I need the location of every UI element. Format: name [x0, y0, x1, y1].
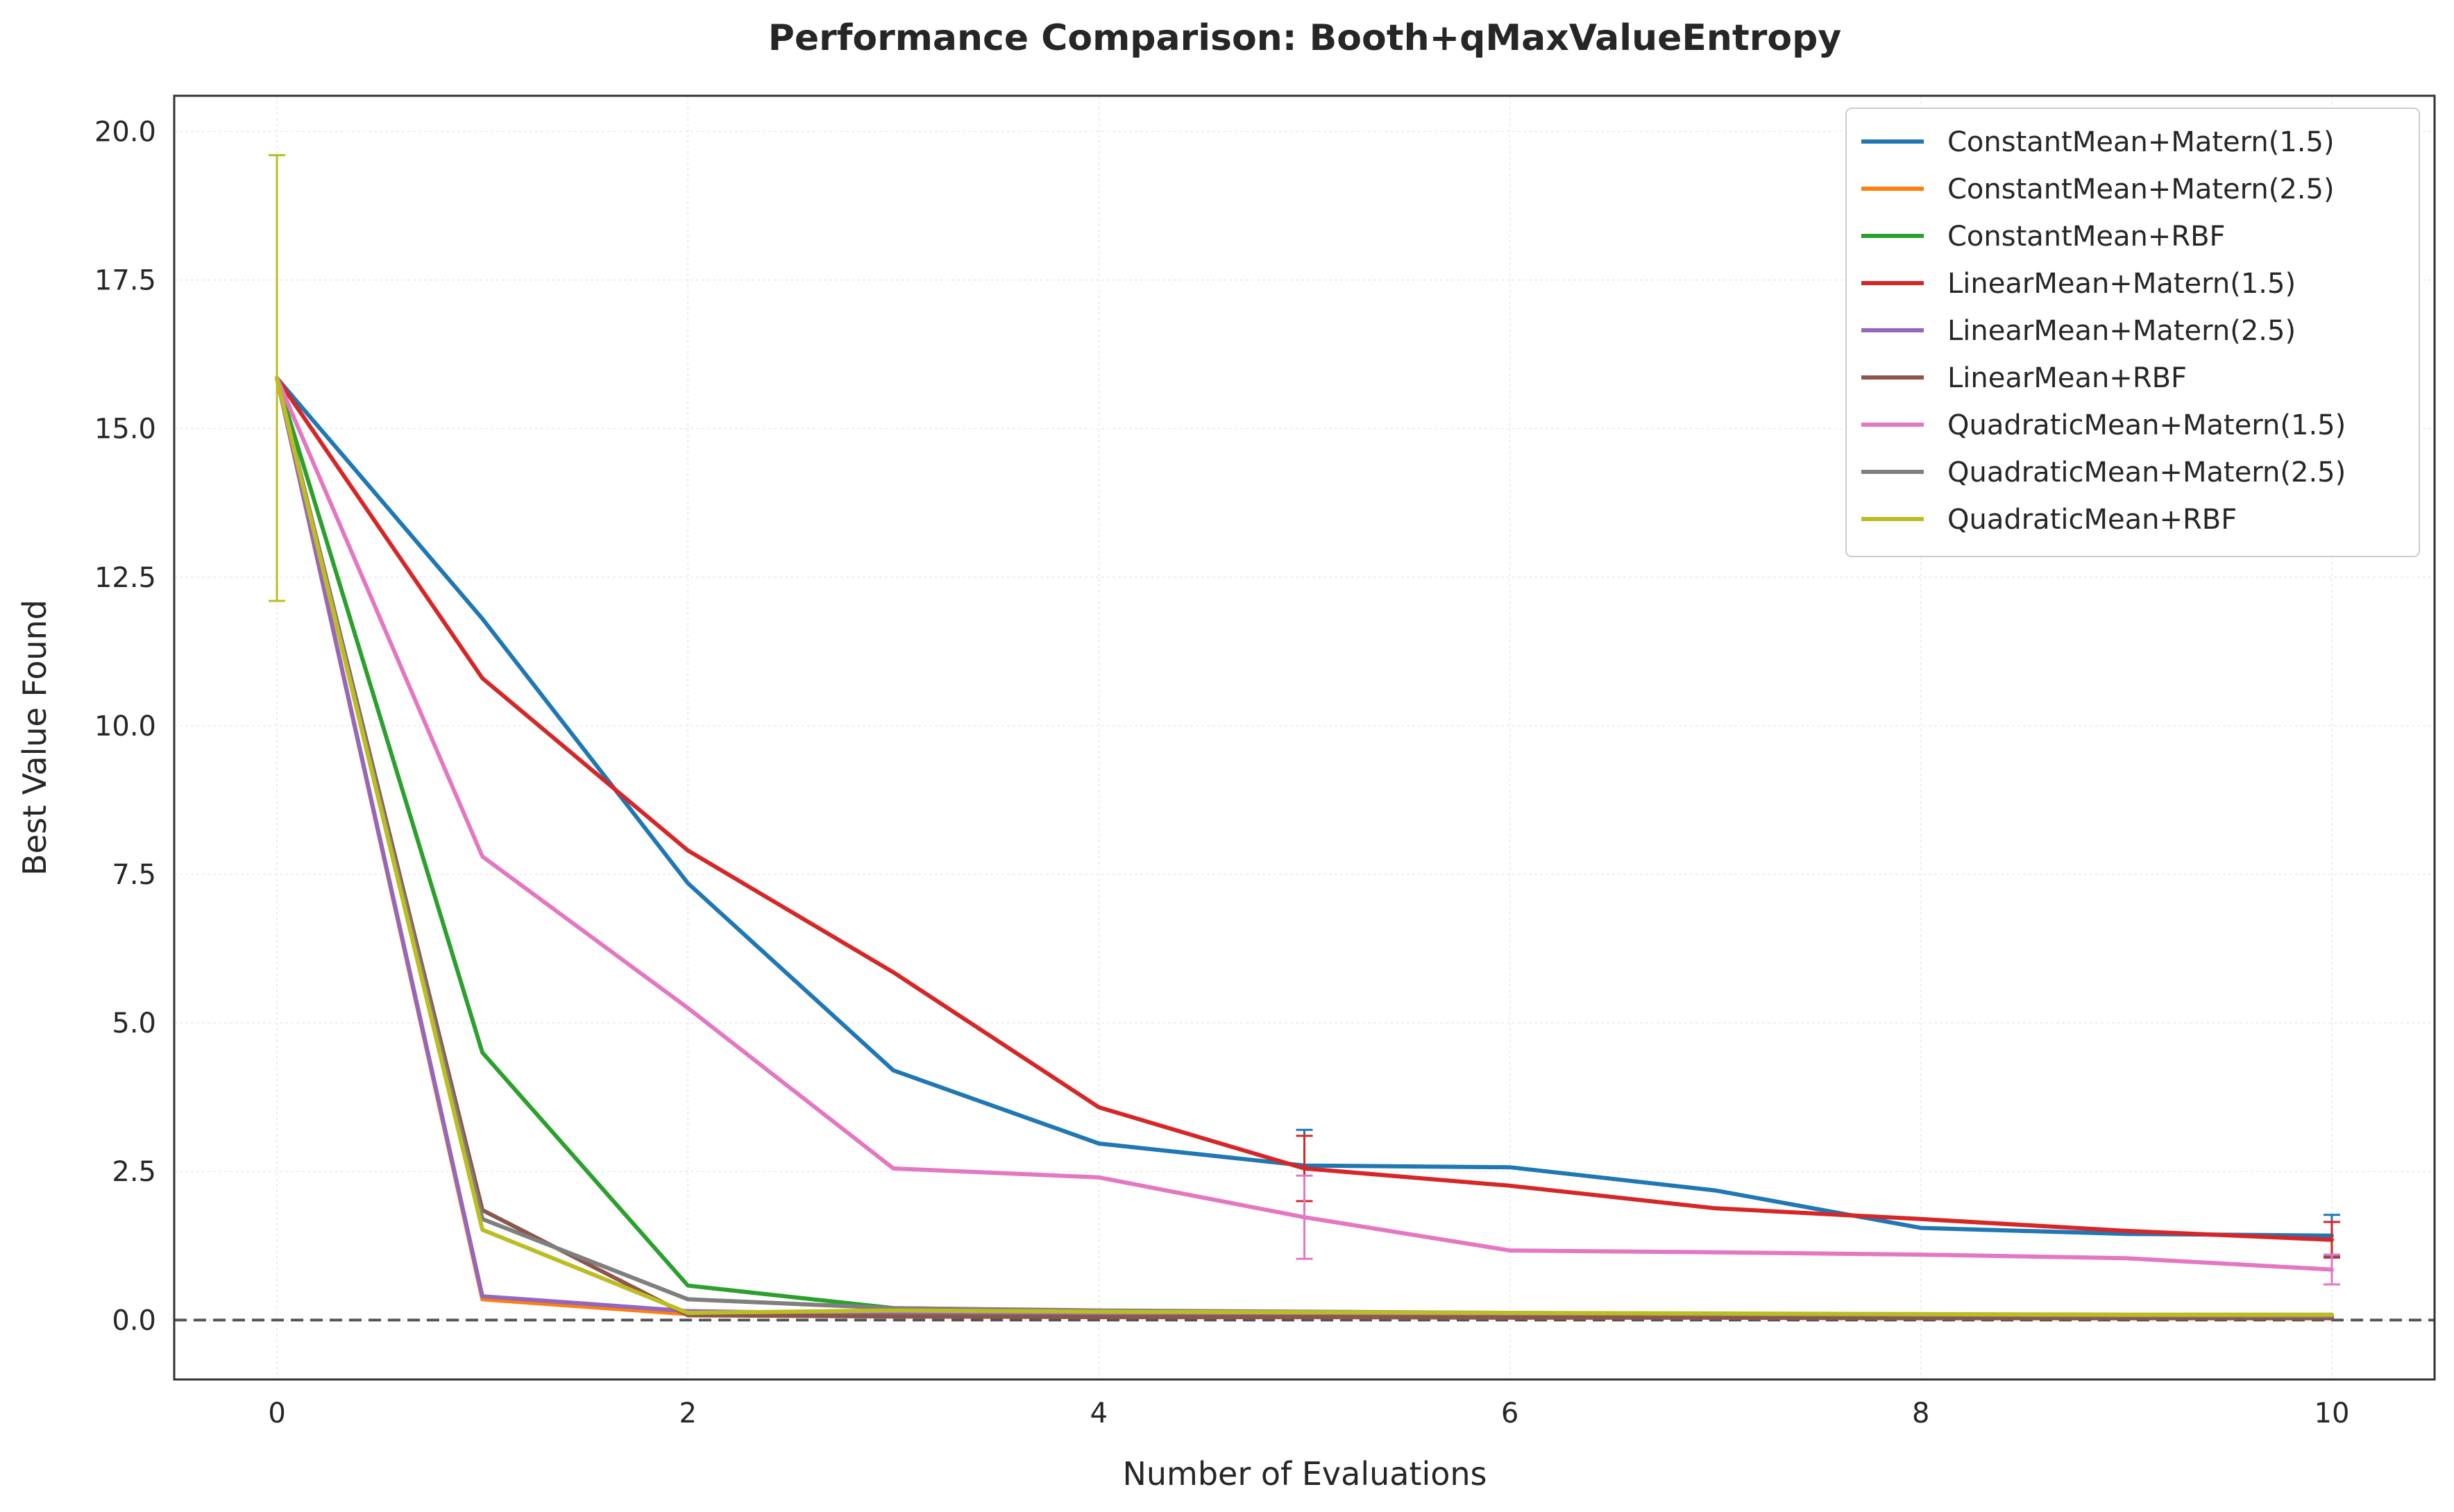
legend-label-5: LinearMean+Matern(2.5)	[1947, 315, 2296, 347]
legend-label-2: ConstantMean+Matern(2.5)	[1947, 173, 2335, 205]
y-tick-label-1: 2.5	[112, 1156, 156, 1188]
legend-label-3: ConstantMean+RBF	[1947, 221, 2226, 253]
legend-label-9: QuadraticMean+RBF	[1947, 504, 2237, 536]
x-axis-label: Number of Evaluations	[1122, 1455, 1487, 1493]
x-tick-label-0: 0	[268, 1398, 285, 1429]
y-tick-label-0: 0.0	[112, 1305, 156, 1336]
x-ticks: 0 2 4 6 8 10	[268, 1398, 2349, 1429]
legend-box	[1845, 108, 2420, 557]
series-line-9	[275, 375, 2334, 1317]
x-tick-label-5: 10	[2315, 1398, 2350, 1429]
legend-label-8: QuadraticMean+Matern(2.5)	[1947, 457, 2346, 489]
y-tick-label-8: 20.0	[94, 116, 156, 148]
y-tick-label-4: 10.0	[94, 711, 156, 742]
legend-label-6: LinearMean+RBF	[1947, 362, 2187, 394]
x-tick-label-1: 2	[679, 1398, 697, 1429]
y-ticks: 0.0 2.5 5.0 7.5 10.0 12.5 15.0 17.5 20.0	[94, 116, 156, 1336]
y-tick-label-3: 7.5	[112, 859, 156, 891]
error-bar-7-2	[2323, 1253, 2340, 1286]
y-tick-label-2: 5.0	[112, 1008, 156, 1039]
error-bar-7-1	[1296, 1174, 1313, 1260]
chart-title: Performance Comparison: Booth+qMaxValueE…	[768, 17, 1842, 59]
y-tick-label-7: 17.5	[94, 265, 156, 297]
y-tick-label-5: 12.5	[94, 562, 156, 594]
error-bars	[269, 154, 2340, 1286]
error-bar-9-1	[269, 154, 286, 602]
legend-label-4: LinearMean+Matern(1.5)	[1947, 268, 2296, 300]
x-tick-label-4: 8	[1912, 1398, 1929, 1429]
plot-area-frame	[173, 94, 2436, 1381]
y-axis-label: Best Value Found	[16, 600, 53, 876]
legend: ConstantMean+Matern(1.5) ConstantMean+Mat…	[1845, 108, 2420, 557]
x-tick-label-2: 4	[1090, 1398, 1108, 1429]
y-tick-label-6: 15.0	[94, 414, 156, 445]
legend-label-7: QuadraticMean+Matern(1.5)	[1947, 409, 2346, 441]
legend-label-1: ConstantMean+Matern(1.5)	[1947, 126, 2335, 158]
series-line-6	[275, 375, 2334, 1320]
x-tick-label-3: 6	[1501, 1398, 1518, 1429]
